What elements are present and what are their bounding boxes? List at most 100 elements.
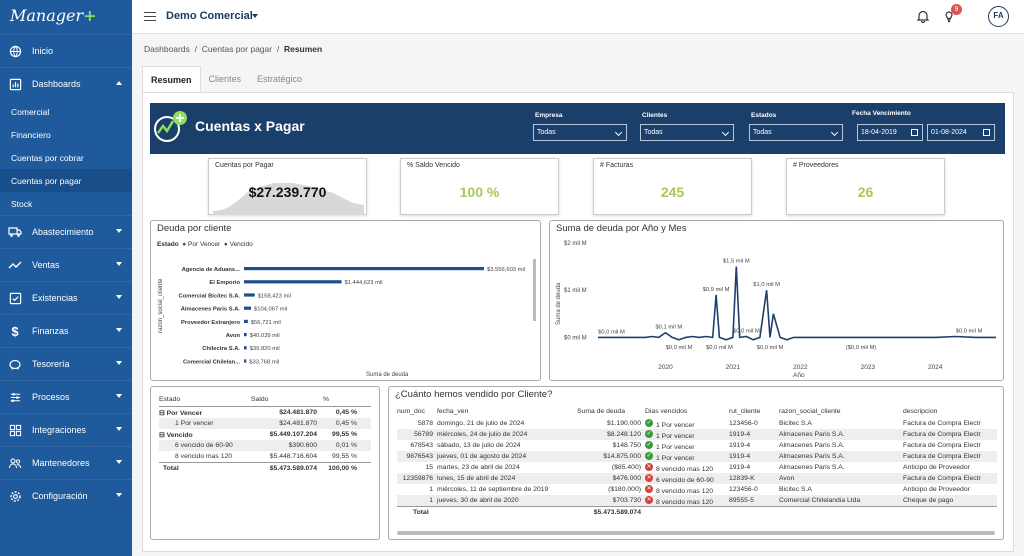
table-row[interactable]: 678543 sábado, 13 de julio de 2024 $148.75… (397, 440, 997, 451)
filter-estados-select[interactable]: Todas (749, 124, 843, 141)
horizontal-scrollbar[interactable] (397, 531, 995, 535)
breadcrumb-dashboards[interactable]: Dashboards (144, 44, 190, 54)
legend-item-por-vencer[interactable]: Por Vencer (188, 241, 221, 248)
estado-name: 8 vencido mas 120 (175, 453, 233, 460)
scrollbar[interactable] (533, 259, 536, 321)
tab-clientes[interactable]: Clientes (208, 74, 242, 84)
sidebar-item-label: Integraciones (32, 425, 87, 435)
table-row[interactable]: 1 Por vencer $24.481.870 0,45 % (159, 418, 371, 429)
column-header-saldo[interactable]: Saldo (251, 396, 269, 403)
filter-clientes-select[interactable]: Todas (640, 124, 734, 141)
sidebar-item-inicio[interactable]: Inicio (0, 34, 132, 67)
pct-value: 0,45 % (335, 420, 357, 427)
sidebar-subitem-comercial[interactable]: Comercial (11, 106, 50, 117)
data-label: $0,0 mil M (733, 328, 760, 334)
bar[interactable] (244, 333, 247, 337)
error-icon: ✕ (645, 484, 653, 493)
chevron-down-icon (116, 229, 122, 233)
column-header[interactable]: Dias vencidos (645, 408, 688, 415)
data-label: $1,0 mil M (753, 282, 780, 288)
bell-icon[interactable] (916, 9, 930, 23)
globe-icon (8, 44, 22, 58)
sidebar-item-integraciones[interactable]: Integraciones (0, 413, 132, 446)
table-row[interactable]: Total $5.473.589.074 100,00 % (159, 462, 371, 473)
column-header[interactable]: fecha_ven (437, 408, 469, 415)
column-header[interactable]: descripcion (903, 408, 938, 415)
sidebar-subitem-financiero[interactable]: Financiero (11, 129, 51, 140)
column-header[interactable]: razon_social_cliente (779, 408, 841, 415)
column-header[interactable]: num_doc (397, 408, 425, 415)
bar[interactable] (244, 319, 248, 323)
table-row[interactable]: 1 miércoles, 11 de septiembre de 2019 ($18… (397, 484, 997, 495)
sidebar-item-tesoreria[interactable]: Tesorería (0, 347, 132, 380)
brand-logo[interactable]: Manager+ (0, 0, 132, 34)
table-row[interactable]: ⊟ Vencido $5.449.107.204 99,55 % (159, 429, 371, 440)
kpi-value: $27.239.770 (248, 184, 327, 200)
bar[interactable] (244, 306, 252, 310)
category-label: Avon (226, 333, 241, 339)
data-label: $0,0 mil M (956, 328, 983, 334)
column-header-pct[interactable]: % (323, 396, 330, 403)
sidebar-subitem-cuentas-por-pagar[interactable]: Cuentas por pagar (0, 169, 132, 192)
table-row[interactable]: 9876543 jueves, 01 de agosto de 2024 $14.8… (397, 451, 997, 462)
tab-estrategico[interactable]: Estratégico (257, 74, 303, 84)
dias-vencidos: 1 Por vencer (656, 454, 695, 462)
table-row[interactable]: 5878 domingo, 21 de julio de 2024 $1.190.0… (397, 418, 997, 429)
sidebar-item-existencias[interactable]: Existencias (0, 281, 132, 314)
column-header[interactable]: rut_cliente (729, 408, 761, 415)
series-line[interactable] (598, 266, 996, 341)
sidebar-item-abastecimiento[interactable]: Abastecimiento (0, 215, 132, 248)
table-row[interactable]: 8 vencido mas 120 $5.448.716.604 99,55 % (159, 451, 371, 462)
truck-icon (8, 225, 22, 239)
notification-badge: 9 (951, 4, 962, 15)
sidebar-item-configuracion[interactable]: Configuración (0, 479, 132, 512)
pct-value: 99,55 % (332, 431, 357, 438)
razon-social: Almacenes Paris S.A. (779, 464, 845, 471)
bar[interactable] (244, 293, 255, 297)
caret-down-icon[interactable] (252, 14, 258, 18)
table-row[interactable]: 6 vencido de 60-90 $390.600 0,01 % (159, 440, 371, 451)
sidebar-item-dashboards[interactable]: Dashboards (0, 67, 132, 100)
estado-name: 1 Por vencer (175, 420, 214, 427)
legend-item-vencido[interactable]: Vencido (229, 241, 253, 248)
descripcion: Anticipo de Proveedor (903, 464, 970, 471)
piggybank-icon (8, 357, 22, 371)
column-header[interactable]: Suma de deuda (577, 408, 625, 415)
sidebar-item-procesos[interactable]: Procesos (0, 380, 132, 413)
breadcrumb-separator: / (276, 44, 280, 54)
date-to-input[interactable]: 01-08-2024 (927, 124, 995, 141)
table-row[interactable]: ⊟ Por Vencer $24.481.870 0,45 % (159, 407, 371, 418)
bar[interactable] (244, 359, 247, 363)
chart-legend: Estado ● Por Vencer ● Vencido (157, 241, 253, 248)
table-total-row: Total $5.473.589.074 (397, 506, 997, 518)
lightbulb-icon[interactable] (942, 9, 956, 23)
filter-empresa-select[interactable]: Todas (533, 124, 627, 141)
table-row[interactable]: 56789 miércoles, 24 de julio de 2024 $8.24… (397, 429, 997, 440)
sidebar-item-ventas[interactable]: Ventas (0, 248, 132, 281)
avatar[interactable]: FA (988, 6, 1009, 27)
filter-empresa-label: Empresa (535, 112, 563, 119)
suma-deuda: ($180.000) (608, 486, 641, 493)
tab-resumen[interactable]: Resumen (142, 66, 201, 92)
sidebar-item-mantenedores[interactable]: Mantenedores (0, 446, 132, 479)
table-row[interactable]: 1 jueves, 30 de abril de 2020 $703.730 ✕ 8 v… (397, 495, 997, 506)
sidebar-subitem-cuentas-por-cobrar[interactable]: Cuentas por cobrar (11, 152, 84, 163)
bar[interactable] (244, 267, 484, 271)
sidebar-subitem-stock[interactable]: Stock (11, 198, 33, 209)
column-header-estado[interactable]: Estado (159, 396, 181, 403)
org-selector[interactable]: Demo Comercial (166, 10, 253, 22)
total-value: $5.473.589.074 (593, 509, 641, 516)
sidebar-item-finanzas[interactable]: $ Finanzas (0, 314, 132, 347)
error-icon: ✕ (645, 495, 653, 504)
date-from-input[interactable]: 18-04-2019 (857, 124, 923, 141)
expand-toggle-icon[interactable]: ⊟ (159, 431, 165, 439)
num-doc: 5878 (417, 420, 433, 427)
table-row[interactable]: 12359876 lunes, 15 de abril de 2024 $476.0… (397, 473, 997, 484)
check-icon: ✓ (645, 440, 653, 449)
breadcrumb-cuentas-por-pagar[interactable]: Cuentas por pagar (201, 44, 273, 54)
table-row[interactable]: 15 martes, 23 de abril de 2024 ($85.400) ✕ 8… (397, 462, 997, 473)
bar[interactable] (244, 346, 247, 350)
bar[interactable] (244, 280, 342, 284)
expand-toggle-icon[interactable]: ⊟ (159, 409, 165, 417)
menu-icon[interactable] (144, 12, 156, 21)
